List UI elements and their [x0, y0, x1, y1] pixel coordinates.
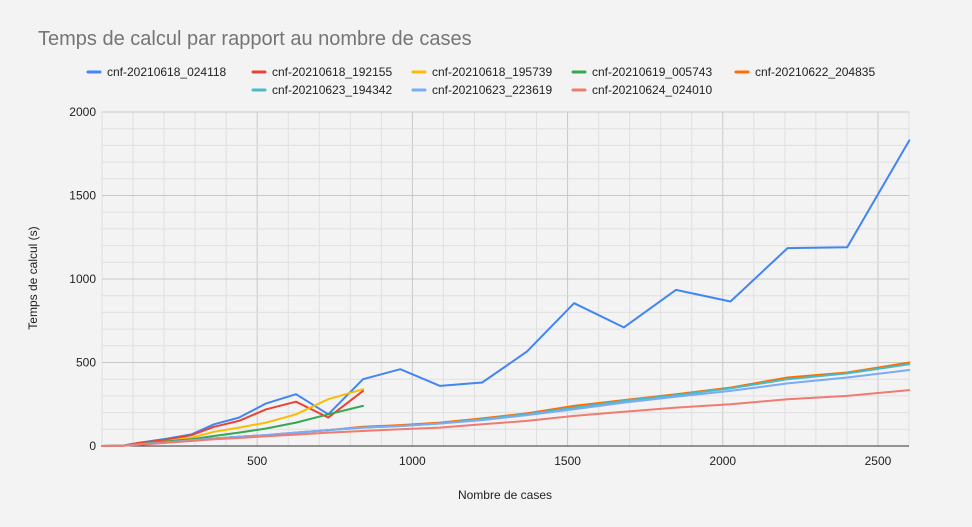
x-axis-ticks: 500 1000 1500 2000 2500 — [247, 454, 891, 468]
legend-label: cnf-20210618_195739 — [432, 65, 552, 79]
legend-label: cnf-20210623_194342 — [272, 83, 392, 97]
y-axis-ticks: 0 500 1000 1500 2000 — [69, 105, 96, 453]
x-tick-label: 500 — [247, 454, 267, 468]
legend-label: cnf-20210618_024118 — [107, 65, 227, 79]
y-tick-label: 2000 — [69, 105, 96, 119]
y-tick-label: 1500 — [69, 189, 96, 203]
chart-title: Temps de calcul par rapport au nombre de… — [38, 28, 472, 50]
legend-label: cnf-20210624_024010 — [592, 83, 712, 97]
legend-label: cnf-20210618_192155 — [272, 65, 392, 79]
x-tick-label: 1000 — [399, 454, 426, 468]
y-tick-label: 0 — [89, 439, 96, 453]
grid — [101, 111, 910, 447]
x-tick-label: 2500 — [865, 454, 892, 468]
y-tick-label: 1000 — [69, 272, 96, 286]
series-lines — [101, 139, 911, 447]
legend-label: cnf-20210623_223619 — [432, 83, 552, 97]
legend-label: cnf-20210619_005743 — [592, 65, 712, 79]
legend: cnf-20210618_024118 cnf-20210618_192155 cn… — [86, 65, 875, 97]
x-tick-label: 2000 — [709, 454, 736, 468]
y-tick-label: 500 — [76, 356, 96, 370]
series-line-2 — [101, 389, 364, 447]
y-axis-label: Temps de calcul (s) — [26, 226, 40, 329]
x-tick-label: 1500 — [554, 454, 581, 468]
legend-label: cnf-20210622_204835 — [755, 65, 875, 79]
x-axis-label: Nombre de cases — [458, 488, 552, 502]
series-line-8 — [101, 389, 911, 447]
